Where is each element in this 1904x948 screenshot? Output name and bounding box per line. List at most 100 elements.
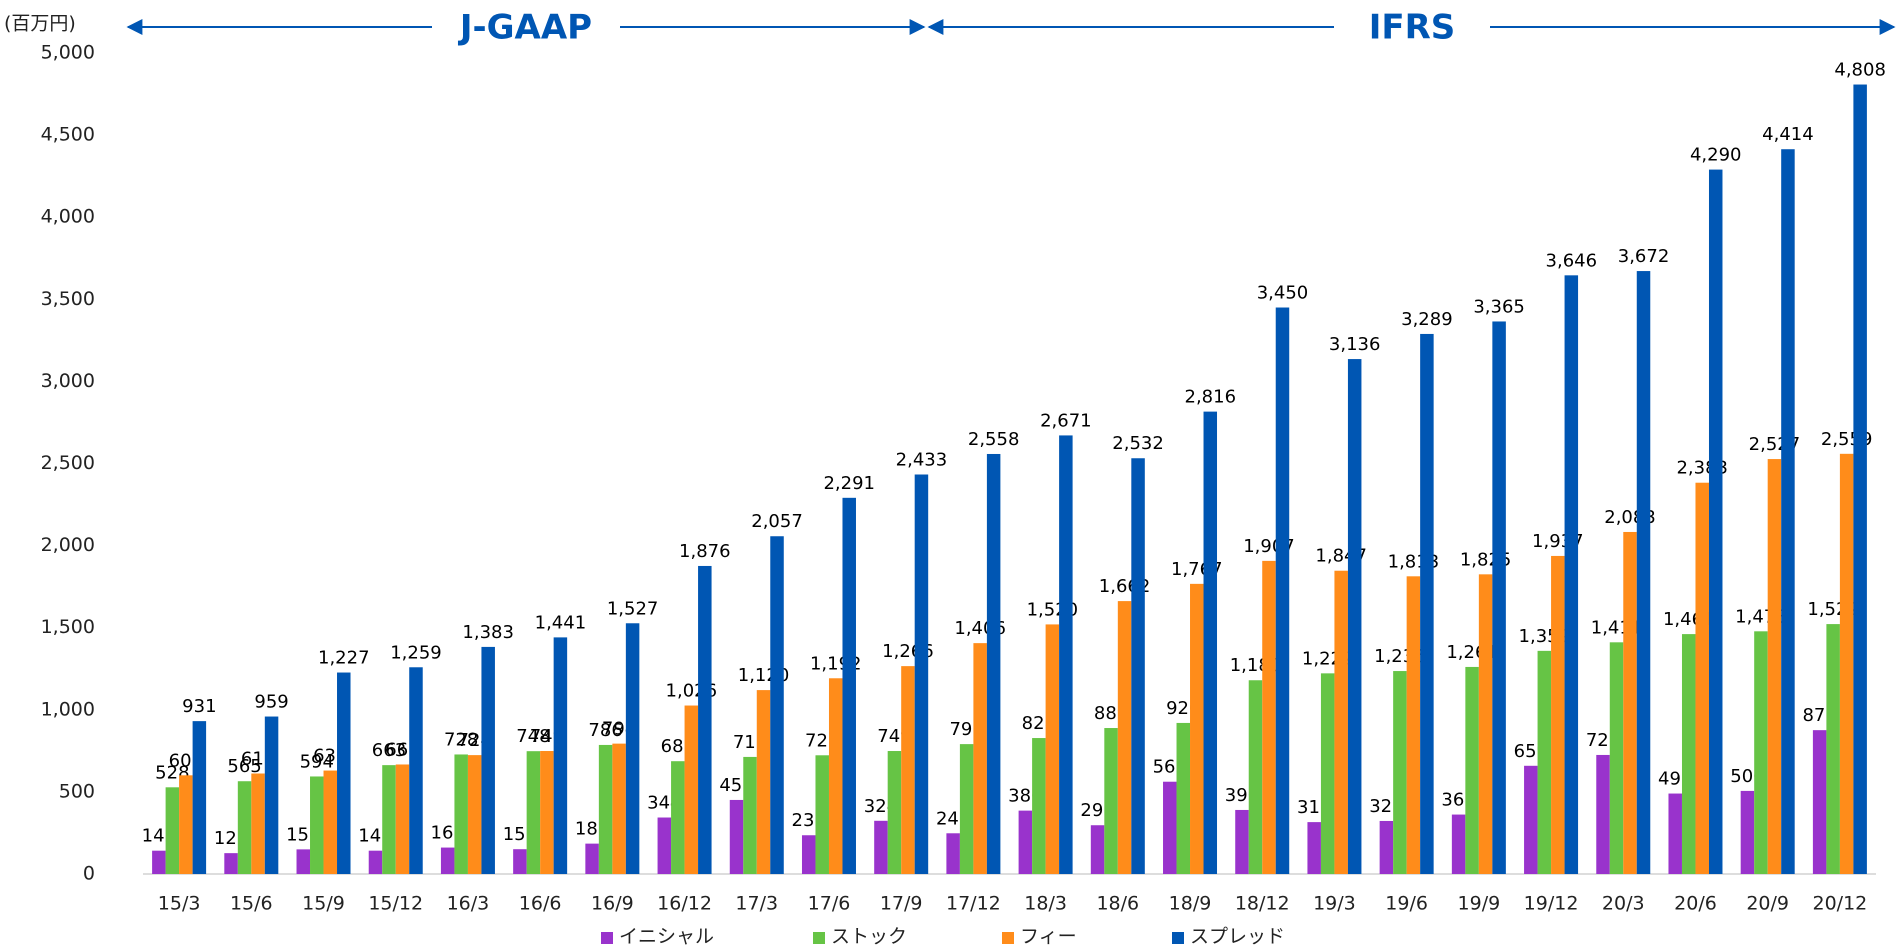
bar — [165, 787, 180, 874]
bar — [1781, 149, 1795, 875]
data-label: 2,671 — [1040, 410, 1092, 431]
data-label: 3,450 — [1257, 283, 1309, 304]
bar — [684, 705, 699, 874]
bar — [224, 853, 238, 874]
bar — [1609, 642, 1624, 874]
bar — [1275, 307, 1290, 874]
bar — [1104, 728, 1118, 874]
bar — [1839, 453, 1854, 874]
bar — [1032, 738, 1046, 874]
bar — [264, 716, 279, 874]
bar — [553, 637, 568, 874]
data-label: 748 — [516, 726, 550, 747]
bar — [1379, 820, 1394, 874]
bar — [959, 744, 974, 874]
bar — [1451, 814, 1466, 874]
legend-swatch — [813, 932, 825, 944]
bar — [1235, 809, 1249, 874]
bar — [481, 646, 495, 874]
bar — [887, 751, 902, 874]
data-label: 4,414 — [1762, 124, 1814, 145]
annotation: IFRS — [1369, 8, 1456, 48]
bar — [1190, 583, 1204, 874]
bar — [1492, 321, 1506, 874]
legend-swatch — [1172, 932, 1184, 944]
x-tick-label: 18/6 — [1096, 893, 1139, 915]
bar — [1754, 631, 1768, 874]
bar — [513, 849, 527, 874]
x-tick-label: 15/9 — [302, 893, 345, 915]
bar — [828, 678, 843, 874]
bar — [1740, 790, 1755, 874]
data-label: 4,290 — [1690, 145, 1742, 166]
bar — [1262, 560, 1276, 874]
bar — [1636, 271, 1651, 874]
data-label: 2,532 — [1112, 433, 1164, 454]
data-label: 1,441 — [535, 612, 587, 633]
bar — [382, 765, 396, 874]
legend-label: イニシャル — [619, 926, 714, 948]
x-tick-label: 18/9 — [1169, 893, 1212, 915]
data-label: 3,672 — [1618, 246, 1670, 267]
data-label: 728 — [444, 729, 478, 750]
bar — [946, 833, 960, 874]
bar — [237, 781, 252, 874]
bar — [874, 820, 888, 874]
bar — [625, 623, 640, 874]
data-label: 1,259 — [390, 642, 442, 663]
bar — [1117, 601, 1132, 874]
x-tick-label: 15/6 — [230, 893, 273, 915]
bar — [698, 565, 712, 874]
data-label: 4,808 — [1834, 60, 1886, 81]
bar — [842, 497, 856, 874]
x-tick-label: 18/3 — [1024, 893, 1067, 915]
x-tick-label: 19/9 — [1458, 893, 1501, 915]
x-tick-label: 20/3 — [1602, 893, 1645, 915]
data-label: 2,057 — [751, 511, 803, 532]
y-tick-label: 3,000 — [41, 370, 95, 392]
bar — [1668, 793, 1682, 874]
x-tick-label: 16/6 — [519, 893, 562, 915]
bar — [179, 775, 193, 874]
bar — [1826, 624, 1840, 874]
data-label: 2,291 — [823, 473, 875, 494]
data-label: 786 — [588, 720, 622, 741]
bar — [467, 755, 482, 874]
bar — [1248, 680, 1263, 874]
bar — [671, 761, 685, 874]
x-tick-label: 20/12 — [1813, 893, 1868, 915]
data-label: 3,136 — [1329, 334, 1381, 355]
data-label: 1,876 — [679, 541, 731, 562]
data-label: 3,646 — [1546, 250, 1598, 271]
bar — [756, 690, 771, 874]
bar — [1320, 673, 1335, 874]
bar — [612, 743, 626, 874]
bar — [1090, 825, 1105, 874]
bar — [1478, 574, 1493, 874]
y-tick-label: 0 — [83, 863, 95, 885]
x-tick-label: 19/3 — [1313, 893, 1356, 915]
x-tick-label: 16/9 — [591, 893, 634, 915]
bar — [1524, 765, 1538, 874]
data-label: 2,433 — [896, 450, 948, 471]
bar — [1420, 333, 1434, 875]
bar — [310, 776, 324, 874]
x-tick-label: 15/12 — [368, 893, 423, 915]
bar — [1564, 275, 1579, 875]
y-tick-label: 1,000 — [41, 698, 95, 720]
y-tick-label: 2,500 — [41, 452, 95, 474]
bar — [986, 453, 1001, 874]
bar — [540, 751, 554, 874]
bar — [914, 474, 929, 874]
bar — [337, 672, 351, 874]
bar — [1018, 810, 1033, 874]
bar — [251, 773, 265, 874]
y-tick-label: 4,000 — [41, 206, 95, 228]
bar — [1812, 730, 1827, 874]
bar — [1334, 570, 1348, 874]
legend-label: フィー — [1020, 926, 1077, 948]
x-tick-label: 17/12 — [946, 893, 1001, 915]
data-label: 931 — [182, 696, 216, 717]
data-label: 1,383 — [462, 622, 514, 643]
bar — [743, 756, 757, 874]
